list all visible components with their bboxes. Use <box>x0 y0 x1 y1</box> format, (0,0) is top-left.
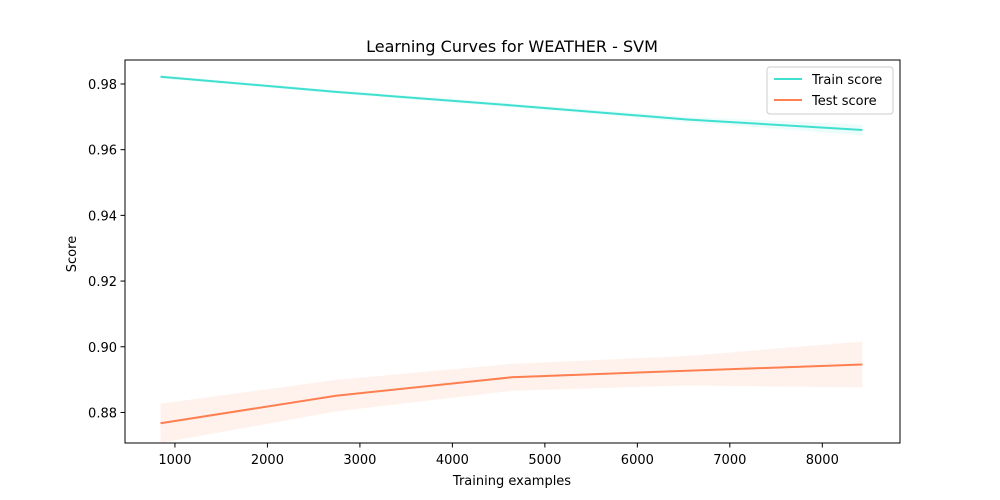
y-tick-label: 0.88 <box>88 406 117 421</box>
x-tick-label: 4000 <box>436 453 469 468</box>
data-point <box>686 370 688 372</box>
x-tick-label: 6000 <box>621 453 654 468</box>
y-tick-label: 0.94 <box>88 209 117 224</box>
x-tick-label: 7000 <box>713 453 746 468</box>
x-tick-label: 5000 <box>528 453 561 468</box>
data-point <box>861 129 863 131</box>
data-point <box>160 76 162 78</box>
legend-label: Train score <box>811 73 882 88</box>
series-line-1 <box>160 363 863 425</box>
data-point <box>335 91 337 93</box>
x-tick-label: 1000 <box>158 453 191 468</box>
data-point <box>160 422 162 424</box>
data-point <box>335 395 337 397</box>
x-axis-label: Training examples <box>452 474 571 489</box>
y-tick-label: 0.92 <box>88 275 117 290</box>
data-point <box>510 376 512 378</box>
series-band-1 <box>160 341 863 443</box>
y-tick-label: 0.96 <box>88 144 117 159</box>
legend: Train score Test score <box>766 66 894 115</box>
x-tick-label: 3000 <box>343 453 376 468</box>
y-tick-label: 0.98 <box>88 78 117 93</box>
x-tick-label: 8000 <box>806 453 839 468</box>
data-point <box>686 118 688 120</box>
data-point <box>861 363 863 365</box>
x-tick-label: 2000 <box>251 453 284 468</box>
y-tick-label: 0.90 <box>88 341 117 356</box>
series-line-0 <box>160 75 863 131</box>
plot-frame <box>124 59 901 444</box>
legend-label: Test score <box>811 94 877 109</box>
chart-title: Learning Curves for WEATHER - SVM <box>366 37 658 56</box>
data-point <box>510 104 512 106</box>
y-axis-label: Score <box>65 236 80 272</box>
plot-area: 1000 2000 3000 4000 5000 6000 7000 8000 0.88 0.90… <box>88 59 901 468</box>
